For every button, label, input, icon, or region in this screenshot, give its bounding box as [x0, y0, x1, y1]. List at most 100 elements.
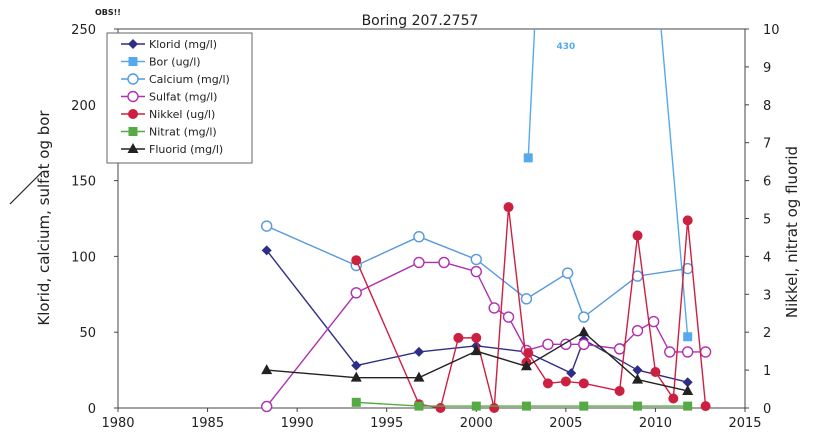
data-point — [350, 371, 362, 382]
data-point — [503, 202, 514, 213]
data-point — [632, 365, 643, 376]
data-point — [260, 400, 273, 413]
series-6 — [261, 326, 694, 395]
x-tick-label: 1990 — [281, 416, 314, 431]
series-1 — [523, 29, 693, 342]
series-line — [527, 29, 689, 337]
y-tick-label: 200 — [71, 99, 96, 114]
y-tick-label: 250 — [71, 23, 96, 38]
data-point — [471, 332, 482, 343]
y2-tick-label: 4 — [763, 250, 771, 265]
x-tick-label: 2005 — [549, 416, 582, 431]
data-point — [502, 311, 515, 323]
legend-item: Calcium (mg/l) — [121, 73, 230, 86]
axes: 1980 1985 1990 1995 2000 2005 2010 201505010015… — [71, 23, 779, 431]
series-line — [266, 331, 688, 392]
peak-annotation: 430 — [557, 42, 576, 52]
data-point — [682, 384, 694, 395]
legend-item: Bor (ug/l) — [121, 56, 201, 69]
x-tick-label: 2015 — [728, 416, 761, 431]
data-point — [631, 270, 644, 282]
y2-tick-label: 3 — [763, 288, 771, 303]
data-point — [350, 287, 362, 299]
y-axis-label: Klorid, calcium, sulfat og bor — [35, 110, 53, 326]
y2-tick-label: 7 — [763, 137, 771, 152]
y2-tick-label: 1 — [763, 364, 771, 379]
data-point — [351, 360, 362, 371]
data-point — [413, 346, 424, 357]
data-point — [560, 376, 571, 387]
legend: Klorid (mg/l) Bor (ug/l) Calcium (mg/l) Sul… — [106, 32, 253, 164]
chart-note: OBS!! — [95, 8, 121, 17]
data-point — [470, 253, 482, 266]
data-point — [261, 245, 272, 256]
data-point — [413, 256, 425, 269]
data-point — [579, 401, 589, 411]
legend-item: Fluorid (mg/l) — [121, 143, 223, 156]
chart-title: Boring 207.2757 — [362, 13, 479, 29]
data-point — [614, 385, 625, 396]
legend-marker — [128, 57, 138, 66]
series-line — [355, 207, 707, 409]
legend-label: Nikkel (ug/l) — [149, 108, 215, 121]
data-point — [260, 220, 273, 232]
data-point — [613, 343, 626, 355]
data-point — [414, 401, 424, 411]
data-point — [470, 265, 482, 278]
hand-drawn-mark — [9, 171, 43, 205]
legend-item: Sulfat (mg/l) — [121, 91, 217, 104]
legend-label: Calcium (mg/l) — [149, 73, 230, 86]
data-point — [632, 373, 644, 384]
legend-marker — [128, 39, 138, 49]
y2-tick-label: 8 — [763, 99, 771, 114]
data-point — [523, 348, 534, 359]
data-point — [542, 338, 554, 351]
data-point — [413, 230, 425, 243]
data-point — [683, 332, 693, 342]
y2-tick-label: 6 — [763, 175, 771, 190]
series-layer: 430 — [260, 29, 712, 413]
data-point — [683, 401, 693, 411]
x-tick-label: 1985 — [191, 416, 224, 431]
legend-item: Nikkel (ug/l) — [121, 108, 215, 121]
y2-tick-label: 5 — [763, 213, 771, 228]
series-5 — [351, 397, 693, 411]
data-point — [520, 293, 533, 305]
data-point — [578, 378, 589, 389]
data-point — [261, 364, 273, 375]
data-point — [489, 403, 500, 413]
data-point — [578, 311, 590, 323]
series-4 — [351, 202, 711, 413]
legend-item: Nitrat (mg/l) — [121, 126, 217, 139]
data-point — [566, 368, 577, 379]
y2-tick-label: 9 — [763, 61, 771, 76]
y2-tick-label: 0 — [763, 402, 771, 417]
data-point — [413, 371, 425, 382]
legend-marker — [128, 127, 138, 136]
legend-label: Klorid (mg/l) — [149, 38, 217, 51]
data-point — [578, 326, 590, 337]
data-point — [682, 215, 693, 226]
data-point — [668, 393, 679, 404]
data-point — [488, 302, 500, 314]
data-point — [664, 346, 676, 358]
legend-label: Nitrat (mg/l) — [149, 126, 217, 139]
data-point — [351, 255, 362, 266]
legend-marker — [128, 109, 138, 119]
x-tick-label: 2010 — [639, 416, 672, 431]
data-point — [521, 401, 531, 411]
data-point — [453, 332, 464, 343]
data-point — [578, 338, 590, 351]
data-point — [632, 230, 643, 241]
legend-label: Bor (ug/l) — [149, 56, 201, 69]
x-tick-label: 1980 — [101, 416, 134, 431]
legend-marker — [127, 90, 139, 103]
data-point — [699, 346, 712, 358]
data-point — [561, 267, 574, 279]
legend-label: Sulfat (mg/l) — [149, 91, 217, 104]
data-point — [700, 401, 711, 412]
y-tick-label: 0 — [88, 402, 96, 417]
legend-marker — [127, 73, 139, 85]
data-point — [682, 377, 693, 388]
